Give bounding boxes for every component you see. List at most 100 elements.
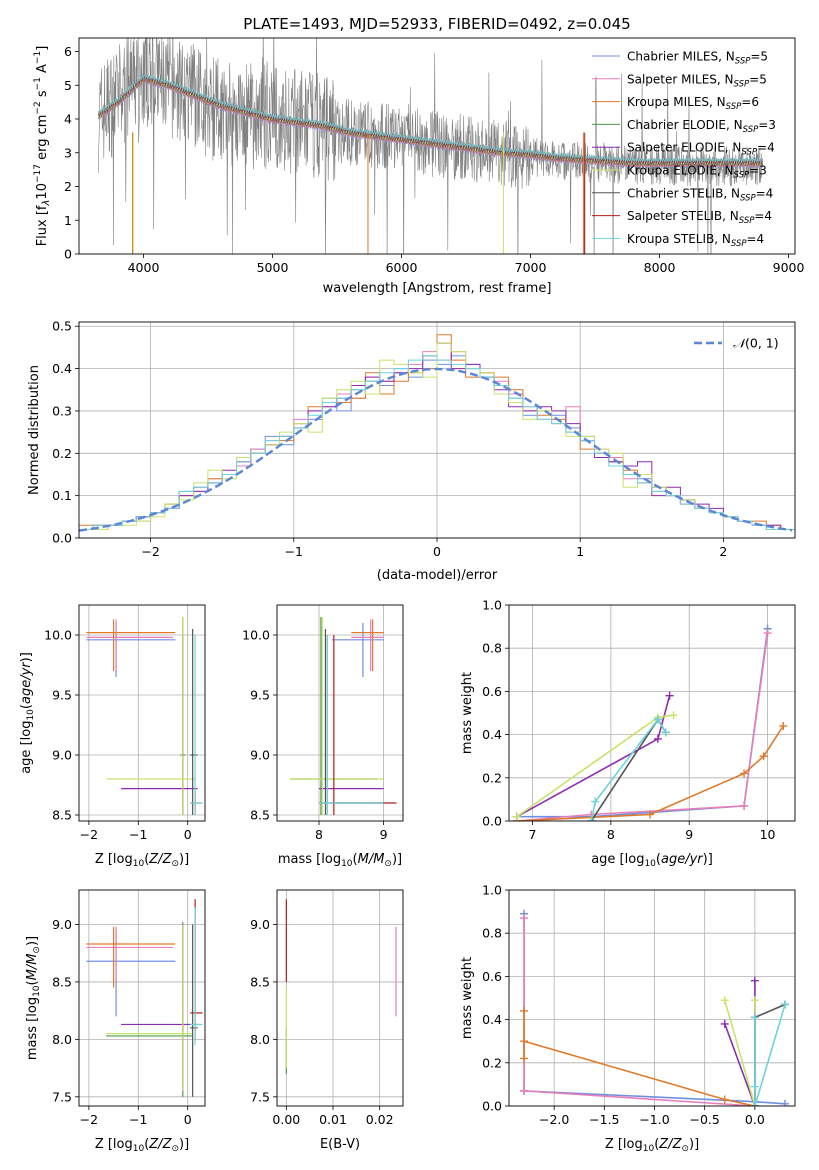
legend-label-kroupa_elodie: Kroupa ELODIE, NSSP=3 <box>627 164 767 181</box>
weight-marker-salpeter_elodie <box>720 1019 729 1028</box>
model-line-kroupa_stelib <box>97 73 763 164</box>
x-tick-label: 0 <box>433 544 441 559</box>
axes-frame <box>78 37 796 255</box>
weight-line-salpeter_miles <box>523 918 755 1106</box>
plot-area-weight-vs-Z <box>509 890 795 1106</box>
axes-spectrum: 4000 5000 6000 7000 8000 9000 0 1 2 3 4 5 6 wavelengt… <box>33 37 805 296</box>
y-tick-label: 0 <box>64 247 72 262</box>
legend-label-chabrier_miles: Chabrier MILES, NSSP=5 <box>627 50 768 67</box>
x-tick-label: −0.5 <box>690 1112 720 1127</box>
y-tick-label: 0.2 <box>482 1055 502 1070</box>
x-axis-label: age [log10(age/yr)] <box>591 852 713 869</box>
weight-marker-salpeter_elodie <box>665 691 674 700</box>
y-tick-label: 9.5 <box>52 688 72 703</box>
x-tick-label: 10 <box>760 827 776 842</box>
axes-age-vs-Z: −2 −1 0 8.5 9.0 9.5 10.0 Z [log10(Z/Z⊙)] age [lo… <box>19 604 206 869</box>
x-tick-label: −1 <box>285 544 303 559</box>
y-tick-label: 0.4 <box>482 727 502 742</box>
x-tick-label: 0.00 <box>272 1112 300 1127</box>
observed-spectrum <box>98 38 763 254</box>
weight-marker-kroupa_stelib <box>591 797 600 806</box>
y-tick-label: 0.6 <box>482 684 502 699</box>
weight-marker-kroupa_stelib <box>750 1082 759 1091</box>
weight-line-kroupa_elodie <box>724 999 756 1106</box>
legend: Chabrier MILES, NSSP=5 Salpeter MILES, NS… <box>592 50 776 249</box>
axes-mass-vs-ebv: 0.00 0.01 0.02 7.5 8.0 8.5 9.0 E(B-V) <box>250 889 404 1152</box>
x-tick-label: 1 <box>576 544 584 559</box>
normal-curve <box>79 367 793 532</box>
y-tick-label: 9.0 <box>250 917 270 932</box>
plot-area-residuals <box>79 322 795 538</box>
y-tick-label: 9.0 <box>52 748 72 763</box>
x-tick-label: 7 <box>529 827 537 842</box>
axes-frame <box>276 604 404 822</box>
figure-title: PLATE=1493, MJD=52933, FIBERID=0492, z=0… <box>243 15 630 33</box>
x-tick-label: 9 <box>685 827 693 842</box>
model-line-kroupa_miles <box>97 77 763 168</box>
y-tick-label: 0.2 <box>52 446 72 461</box>
x-axis-label: Z [log10(Z/Z⊙)] <box>95 1137 189 1154</box>
histogram-kroupa_stelib <box>79 355 795 538</box>
weight-marker-kroupa_miles <box>520 1006 529 1015</box>
axes-weight-vs-Z: −2.0 −1.5 −1.0 −0.5 0.0 0.0 0.2 0.4 0.6 0.8 1.0 Z [… <box>460 883 796 1154</box>
x-tick-label: −1.5 <box>589 1112 619 1127</box>
y-tick-label: 0.1 <box>52 488 72 503</box>
y-tick-label: 3 <box>64 145 72 160</box>
y-tick-label: 0.0 <box>52 531 72 546</box>
x-axis-label: mass [log10(M/M⊙)] <box>278 852 402 869</box>
weight-marker-kroupa_elodie <box>512 812 521 821</box>
y-tick-label: 8.5 <box>52 974 72 989</box>
weight-marker-kroupa_miles <box>646 810 655 819</box>
weight-marker-salpeter_miles <box>520 914 529 923</box>
legend-label-salpeter_miles: Salpeter MILES, NSSP=5 <box>627 72 767 89</box>
x-tick-label: 0 <box>184 1112 192 1127</box>
axes-frame <box>78 889 206 1107</box>
y-tick-label: 5 <box>64 78 72 93</box>
x-tick-label: −1.0 <box>639 1112 669 1127</box>
x-tick-label: 9000 <box>773 260 805 275</box>
weight-marker-kroupa_miles <box>720 1095 729 1104</box>
x-tick-label: 5000 <box>257 260 289 275</box>
weight-line-salpeter_miles <box>516 632 769 821</box>
plot-area-age-vs-mass <box>277 605 403 821</box>
x-tick-label: 0.0 <box>745 1112 765 1127</box>
y-tick-label: 0.8 <box>482 926 502 941</box>
y-tick-label: 7.5 <box>250 1089 270 1104</box>
legend-label-chabrier_elodie: Chabrier ELODIE, NSSP=3 <box>627 118 776 135</box>
y-tick-label: 0.0 <box>482 1099 502 1114</box>
x-tick-label: 4000 <box>128 260 160 275</box>
y-axis-label: mass weight <box>460 957 475 1039</box>
weight-marker-kroupa_stelib <box>653 715 662 724</box>
y-axis-label: mass [log10(M/M⊙)] <box>25 936 42 1060</box>
x-tick-label: −2 <box>80 827 98 842</box>
weight-marker-kroupa_miles <box>779 721 788 730</box>
y-tick-label: 9.5 <box>250 688 270 703</box>
x-axis-label: Z [log10(Z/Z⊙)] <box>95 852 189 869</box>
weight-marker-kroupa_stelib <box>587 817 596 821</box>
plot-area-mass-vs-Z <box>79 890 205 1106</box>
weight-marker-chabrier_miles <box>780 1099 789 1106</box>
y-tick-label: 10.0 <box>242 628 270 643</box>
y-tick-label: 9.0 <box>52 917 72 932</box>
weight-line-salpeter_elodie <box>724 980 756 1106</box>
y-tick-label: 1 <box>64 213 72 228</box>
weight-marker-kroupa_stelib <box>780 1000 789 1009</box>
weight-marker-kroupa_miles <box>520 1037 529 1046</box>
x-tick-label: 6000 <box>386 260 418 275</box>
y-tick-label: 7.5 <box>52 1089 72 1104</box>
axes-frame <box>508 889 796 1107</box>
x-tick-label: 8 <box>315 827 323 842</box>
weight-line-kroupa_stelib <box>590 718 667 821</box>
weight-marker-salpeter_miles <box>520 1086 529 1095</box>
y-tick-label: 8.5 <box>52 808 72 823</box>
axes-frame <box>276 889 404 1107</box>
plot-area-age-vs-Z <box>79 605 205 821</box>
weight-line-salpeter_elodie <box>516 695 671 818</box>
y-axis-label: age [log10(age/yr)] <box>19 652 36 774</box>
y-tick-label: 4 <box>64 112 72 127</box>
weight-marker-kroupa_stelib <box>750 1013 759 1022</box>
axes-frame <box>508 604 796 822</box>
x-tick-label: 0 <box>184 827 192 842</box>
axes-mass-vs-Z: −2 −1 0 7.5 8.0 8.5 9.0 Z [log10(Z/Z⊙)] mass [lo… <box>25 889 206 1154</box>
